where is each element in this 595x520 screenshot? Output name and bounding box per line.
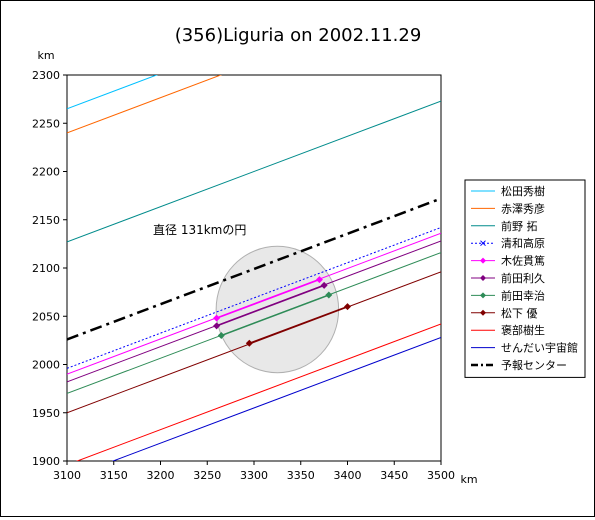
x-tick-label-3: 3250 [193,469,221,482]
legend-label-9: せんだい宇宙館 [501,341,578,355]
observed-chord-7 [249,305,348,344]
observed-point-6-0 [217,332,225,340]
x-tick-label-1: 3150 [100,469,128,482]
y-tick-label-8: 2300 [32,69,60,82]
legend-label-1: 赤澤秀彦 [501,201,545,215]
y-tick-label-3: 2050 [32,310,60,323]
reference-circle [215,245,340,374]
series-line-0 [67,75,159,110]
legend-label-2: 前野 拓 [501,219,538,233]
y-tick-label-0: 1900 [32,455,60,468]
legend-label-6: 前田幸治 [501,288,545,302]
y-tick-label-5: 2150 [32,214,60,227]
series-line-8 [75,323,441,461]
series-line-1 [67,75,223,134]
legend-marker-7 [480,309,486,316]
observed-point-7-1 [344,303,351,311]
observed-point-7-0 [245,339,253,347]
legend-label-7: 松下 優 [501,306,538,320]
legend-label-5: 前田利久 [501,271,545,285]
observed-point-4-1 [315,276,323,284]
x-tick-label-6: 3400 [334,469,362,482]
legend-label-0: 松田秀樹 [501,184,545,198]
annotation-label: 直径 131kmの円 [153,223,246,237]
y-tick-label-4: 2100 [32,262,60,275]
observed-chord-4 [216,278,320,319]
legend-marker-6 [480,292,486,299]
x-tick-label-5: 3350 [287,469,315,482]
x-tick-label-4: 3300 [240,469,268,482]
legend-label-8: 褒部樹生 [501,323,545,337]
observed-point-4-0 [213,314,221,322]
legend-label-4: 木佐貫篤 [501,254,545,268]
observed-chord-6 [221,294,330,337]
legend-label-3: 清和高原 [501,236,545,250]
observed-point-5-0 [213,322,221,330]
y-tick-label-7: 2250 [32,117,60,130]
x-tick-label-7: 3450 [380,469,408,482]
x-tick-label-2: 3200 [147,469,175,482]
y-tick-label-6: 2200 [32,166,60,179]
observed-point-5-1 [320,281,328,289]
y-tick-label-2: 2000 [32,359,60,372]
y-tick-label-1: 1950 [32,407,60,420]
legend-label-10: 予報センター [501,359,567,372]
series-line-2 [67,100,441,243]
x-tick-label-0: 3100 [53,469,81,482]
series-line-3 [67,227,441,369]
chart-title: (356)Liguria on 2002.11.29 [175,25,422,46]
legend-marker-4 [480,257,486,264]
observed-chord-5 [216,284,325,327]
x-axis-label: km [460,473,477,486]
legend-marker-3 [480,240,486,247]
y-axis-label: km [37,49,54,62]
legend-marker-5 [480,275,486,281]
series-line-9 [111,337,441,461]
x-tick-label-8: 3500 [427,469,455,482]
observed-point-6-1 [325,291,333,299]
series-line-10 [67,197,441,341]
